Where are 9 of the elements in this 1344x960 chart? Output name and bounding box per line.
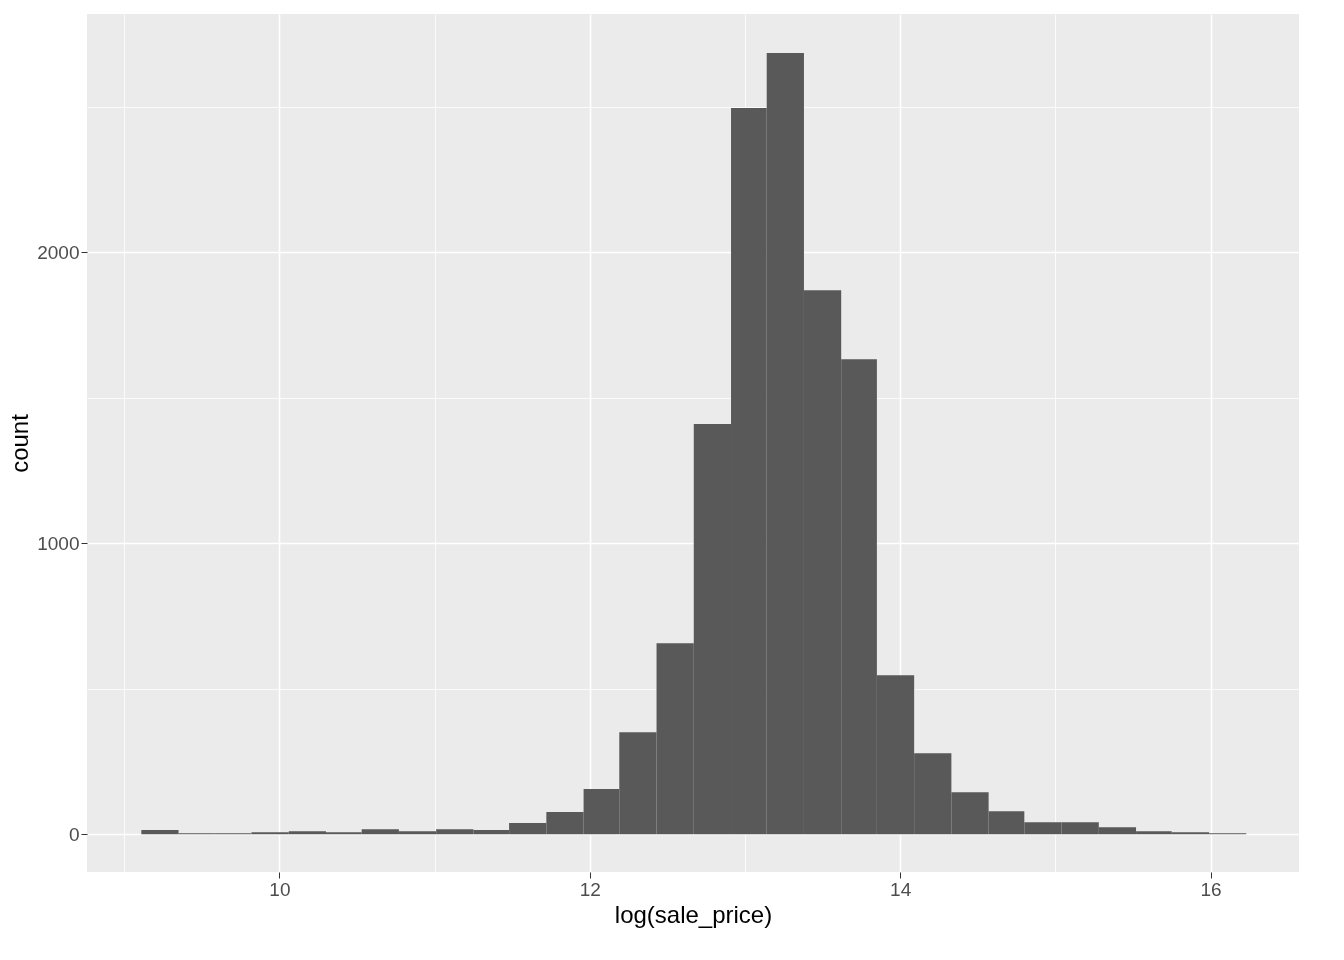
x-axis-title: log(sale_price) — [614, 900, 773, 928]
y-tick-label: 1000 — [37, 532, 80, 554]
x-tick-label: 14 — [890, 878, 912, 900]
y-axis-title: count — [6, 413, 34, 473]
y-tick-label: 2000 — [37, 241, 80, 263]
x-tick-label: 16 — [1200, 878, 1222, 900]
x-tick-label: 10 — [269, 878, 291, 900]
y-tick-label: 0 — [68, 823, 80, 845]
x-tick-label: 12 — [579, 878, 601, 900]
